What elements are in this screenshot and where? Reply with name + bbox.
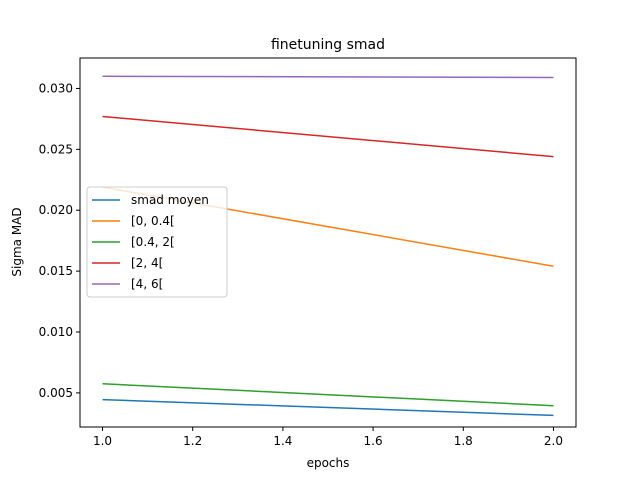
y-tick-label: 0.015 [39,264,73,278]
x-tick-label: 2.0 [544,434,563,448]
x-tick-label: 1.2 [183,434,202,448]
x-tick-label: 1.4 [273,434,292,448]
x-tick-label: 1.8 [454,434,473,448]
x-axis: 1.0 1.2 1.4 1.6 1.8 2.0 [93,427,563,448]
y-axis: 0.005 0.010 0.015 0.020 0.025 0.030 [39,81,80,400]
x-tick-label: 1.6 [364,434,383,448]
y-tick-label: 0.020 [39,203,73,217]
legend-label-0: smad moyen [131,193,209,207]
y-tick-label: 0.025 [39,142,73,156]
legend-label-3: [2, 4[ [131,256,163,270]
x-axis-label: epochs [307,456,350,470]
legend-box [86,186,228,298]
series-line-4 [102,75,554,79]
legend: smad moyen [0, 0.4[ [0.4, 2[ [2, 4[ [4, 6[ [86,186,228,298]
y-axis-label: Sigma MAD [10,207,24,276]
y-tick-label: 0.010 [39,325,73,339]
legend-label-4: [4, 6[ [131,277,163,291]
series-line-0 [102,398,554,417]
chart-title: finetuning smad [271,37,385,53]
x-tick-label: 1.0 [93,434,112,448]
series-line-2 [102,383,554,407]
y-tick-label: 0.030 [39,81,73,95]
plot-frame [79,57,577,428]
y-tick-label: 0.005 [39,386,73,400]
legend-label-2: [0.4, 2[ [131,235,175,249]
legend-label-1: [0, 0.4[ [131,214,175,228]
series-line-3 [102,115,554,158]
